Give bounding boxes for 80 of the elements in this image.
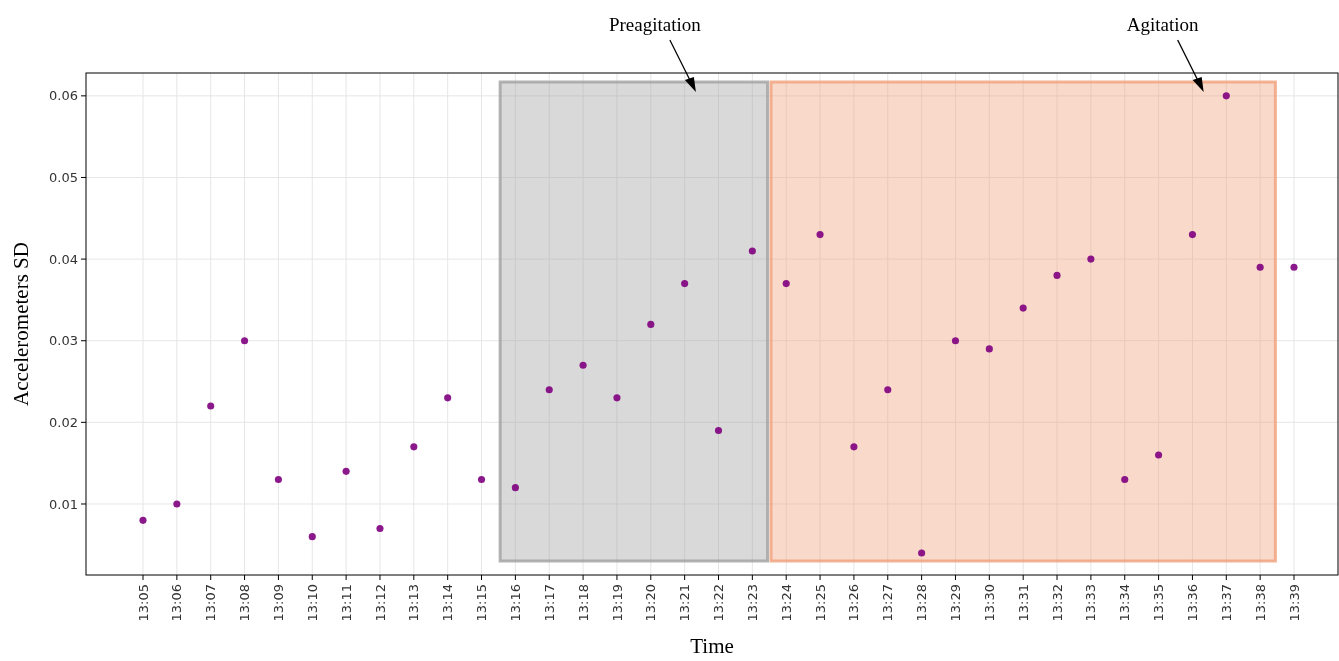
point (342, 467, 350, 475)
point (376, 524, 384, 533)
x-tick-label: 13:37 (1218, 584, 1234, 622)
x-tick-label: 13:16 (507, 584, 523, 622)
x-tick-label: 13:22 (711, 584, 727, 622)
y-tick-label: 0.01 (49, 496, 78, 512)
point (139, 516, 147, 524)
point (681, 280, 689, 288)
band-label: Preagitation (608, 14, 702, 35)
point (477, 475, 486, 484)
point (884, 386, 892, 394)
x-tick-label: 13:34 (1117, 584, 1133, 622)
x-tick-label: 13:20 (643, 584, 659, 622)
point (850, 443, 858, 451)
point (647, 320, 655, 328)
x-tick-label: 13:38 (1252, 584, 1268, 622)
x-tick-label: 13:27 (880, 584, 896, 622)
x-tick-label: 13:28 (914, 584, 930, 622)
point (1290, 263, 1298, 271)
x-tick-label: 13:21 (677, 584, 693, 622)
point (173, 500, 181, 508)
x-tick-label: 13:18 (575, 584, 591, 622)
x-tick-label: 13:30 (981, 584, 997, 622)
band-label: Agitation (1126, 14, 1200, 35)
x-tick-label: 13:08 (237, 584, 253, 622)
x-tick-label: 13:15 (474, 584, 490, 622)
point (1155, 451, 1163, 459)
x-tick-label: 13:24 (778, 584, 794, 622)
y-tick-label: 0.02 (49, 414, 78, 430)
x-tick-label: 13:13 (406, 584, 422, 622)
y-tick-label: 0.03 (49, 333, 78, 349)
x-tick-label: 13:05 (135, 584, 151, 622)
x-tick-label: 13:33 (1083, 584, 1099, 622)
x-tick-label: 13:07 (203, 584, 219, 622)
point (1053, 271, 1061, 279)
x-tick-label: 13:36 (1184, 584, 1200, 622)
point (579, 361, 587, 369)
y-tick-label: 0.06 (49, 88, 78, 104)
x-tick-label: 13:14 (440, 584, 456, 622)
point (444, 394, 452, 402)
x-tick-label: 13:32 (1049, 584, 1065, 622)
x-tick-label: 13:10 (304, 584, 320, 622)
point (207, 402, 215, 410)
point (1188, 231, 1197, 239)
point (714, 426, 723, 435)
x-tick-label: 13:11 (338, 584, 354, 622)
point (240, 337, 249, 345)
x-axis-title: Time (690, 634, 734, 658)
point (816, 231, 824, 239)
x-tick-label: 13:29 (948, 584, 964, 622)
point (274, 475, 282, 484)
x-tick-label: 13:25 (812, 584, 828, 622)
x-tick-label: 13:26 (846, 584, 862, 622)
point (748, 247, 756, 255)
x-tick-label: 13:17 (541, 584, 557, 622)
y-tick-label: 0.05 (49, 170, 78, 186)
y-axis-title: Accelerometers SD (9, 242, 33, 406)
point (1087, 255, 1095, 263)
x-tick-label: 13:06 (169, 584, 185, 622)
point (613, 394, 621, 402)
point (1222, 92, 1230, 100)
point (511, 484, 519, 492)
y-tick-label: 0.04 (49, 251, 78, 267)
point (308, 533, 316, 541)
point (951, 337, 960, 345)
x-tick-label: 13:12 (372, 584, 388, 622)
x-tick-label: 13:35 (1151, 584, 1167, 622)
x-tick-label: 13:23 (744, 584, 760, 622)
point (918, 549, 926, 557)
x-tick-label: 13:39 (1286, 584, 1302, 622)
point (1256, 263, 1264, 271)
x-tick-label: 13:09 (270, 584, 286, 622)
point (1121, 475, 1129, 484)
point (1019, 304, 1027, 312)
point (985, 345, 993, 353)
point (782, 280, 790, 288)
x-tick-label: 13:19 (609, 584, 625, 622)
point (410, 443, 418, 451)
point (545, 386, 553, 394)
x-tick-label: 13:31 (1015, 584, 1031, 622)
